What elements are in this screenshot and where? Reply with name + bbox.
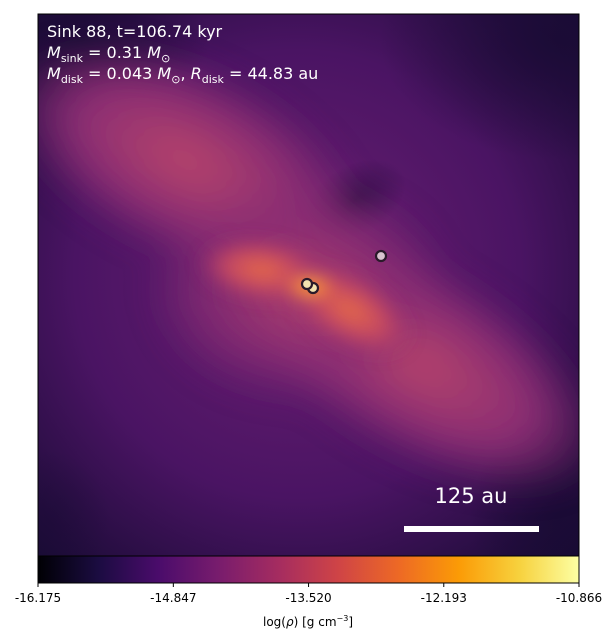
colorbar: -16.175 -14.847 -13.520 -12.193 -10.866 log(… — [15, 555, 602, 629]
colorbar-tick-label: -14.847 — [150, 591, 196, 605]
sink-markers — [300, 249, 388, 295]
header-line-3: Mdisk = 0.043 M⊙, Rdisk = 44.83 au — [47, 64, 318, 86]
scalebar — [404, 526, 539, 532]
colorbar-tick-label: -13.520 — [285, 591, 331, 605]
colorbar-tick-label: -10.866 — [556, 591, 602, 605]
header-line-2: Msink = 0.31 M⊙ — [47, 43, 170, 65]
colorbar-label: log(ρ) [g cm−3] — [263, 614, 353, 629]
density-map — [38, 14, 579, 556]
colorbar-gradient — [37, 555, 580, 584]
colorbar-tick-label: -12.193 — [421, 591, 467, 605]
scalebar-label: 125 au — [435, 484, 508, 508]
header-line-1: Sink 88, t=106.74 kyr — [47, 22, 223, 41]
sink-marker — [300, 277, 314, 291]
colorbar-tick-label: -16.175 — [15, 591, 61, 605]
colorbar-ticks: -16.175 -14.847 -13.520 -12.193 -10.866 — [15, 583, 602, 605]
sink-marker — [374, 249, 388, 263]
